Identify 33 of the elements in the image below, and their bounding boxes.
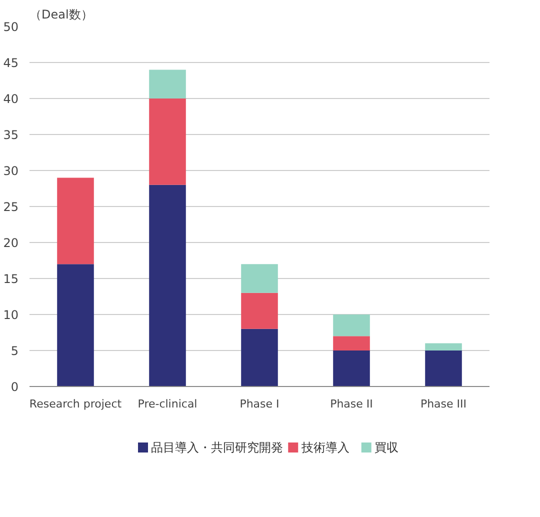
x-tick-label: Phase I (240, 398, 280, 410)
y-tick-label: 35 (3, 128, 19, 142)
y-tick-label: 50 (3, 20, 19, 34)
bar (149, 98, 186, 185)
y-axis-title: （Deal数） (30, 8, 93, 22)
y-tick-label: 40 (3, 92, 19, 106)
bar (57, 264, 94, 386)
bar (333, 350, 370, 386)
bar (425, 343, 462, 350)
legend-label: 買収 (374, 440, 399, 454)
bar (425, 350, 462, 386)
x-tick-label: Phase II (330, 398, 373, 410)
bar (57, 178, 94, 264)
y-tick-label: 20 (3, 236, 19, 250)
y-tick-label: 0 (10, 380, 19, 394)
legend-label: 技術導入 (300, 440, 350, 454)
y-tick-label: 15 (3, 272, 19, 286)
y-tick-label: 45 (3, 56, 19, 70)
x-tick-label: Pre-clinical (138, 398, 198, 410)
y-tick-label: 5 (10, 344, 19, 358)
y-tick-label: 10 (3, 308, 19, 322)
legend-label: 品目導入・共同研究開発 (151, 440, 284, 454)
bar (149, 70, 186, 98)
bar (241, 328, 278, 386)
y-tick-label: 25 (3, 200, 19, 214)
bar (241, 264, 278, 293)
bar (333, 336, 370, 350)
bar (149, 184, 186, 386)
bar (333, 314, 370, 336)
x-tick-label: Research project (29, 398, 122, 410)
y-tick-label: 30 (3, 164, 19, 178)
x-tick-label: Phase III (420, 398, 467, 410)
bar (241, 292, 278, 329)
